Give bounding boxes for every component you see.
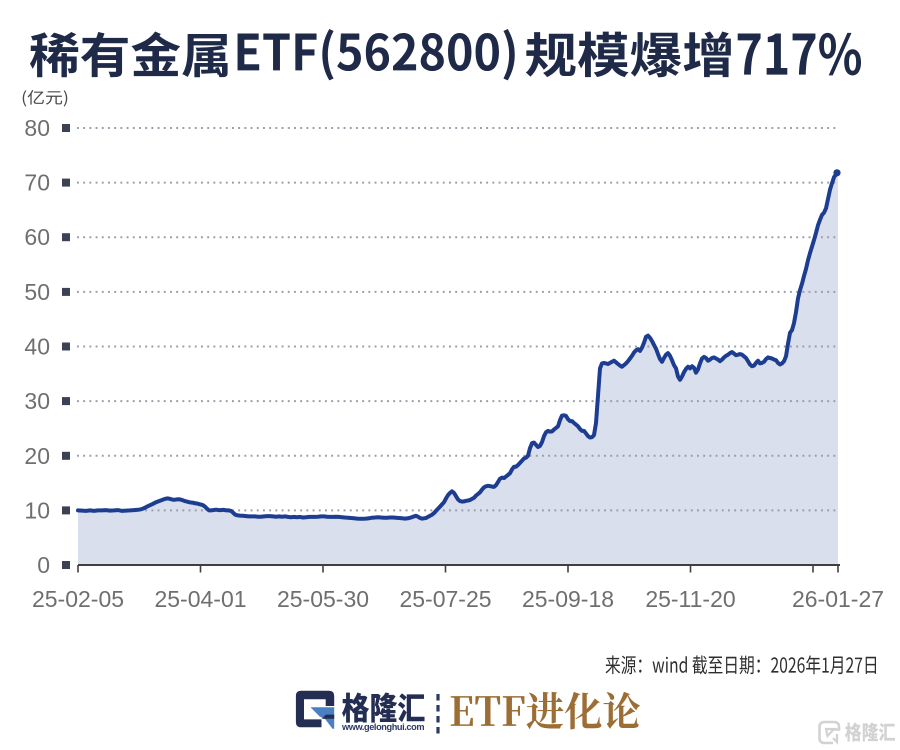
svg-text:80: 80 [24, 115, 50, 141]
svg-text:50: 50 [24, 279, 50, 305]
svg-text:70: 70 [24, 170, 50, 196]
svg-text:20: 20 [24, 443, 50, 469]
svg-text:26-01-27: 26-01-27 [792, 586, 884, 612]
svg-text:60: 60 [24, 224, 50, 250]
svg-text:0: 0 [37, 552, 50, 578]
svg-text:10: 10 [24, 497, 50, 523]
svg-text:30: 30 [24, 388, 50, 414]
svg-text:25-04-01: 25-04-01 [154, 586, 246, 612]
svg-text:www.gelonghui.com: www.gelonghui.com [341, 722, 425, 732]
svg-text:25-11-20: 25-11-20 [645, 586, 735, 612]
svg-text:25-05-30: 25-05-30 [277, 586, 369, 612]
svg-text:25-09-18: 25-09-18 [522, 586, 614, 612]
svg-text:25-07-25: 25-07-25 [399, 586, 491, 612]
svg-text:25-02-05: 25-02-05 [32, 586, 124, 612]
svg-text:40: 40 [24, 334, 50, 360]
